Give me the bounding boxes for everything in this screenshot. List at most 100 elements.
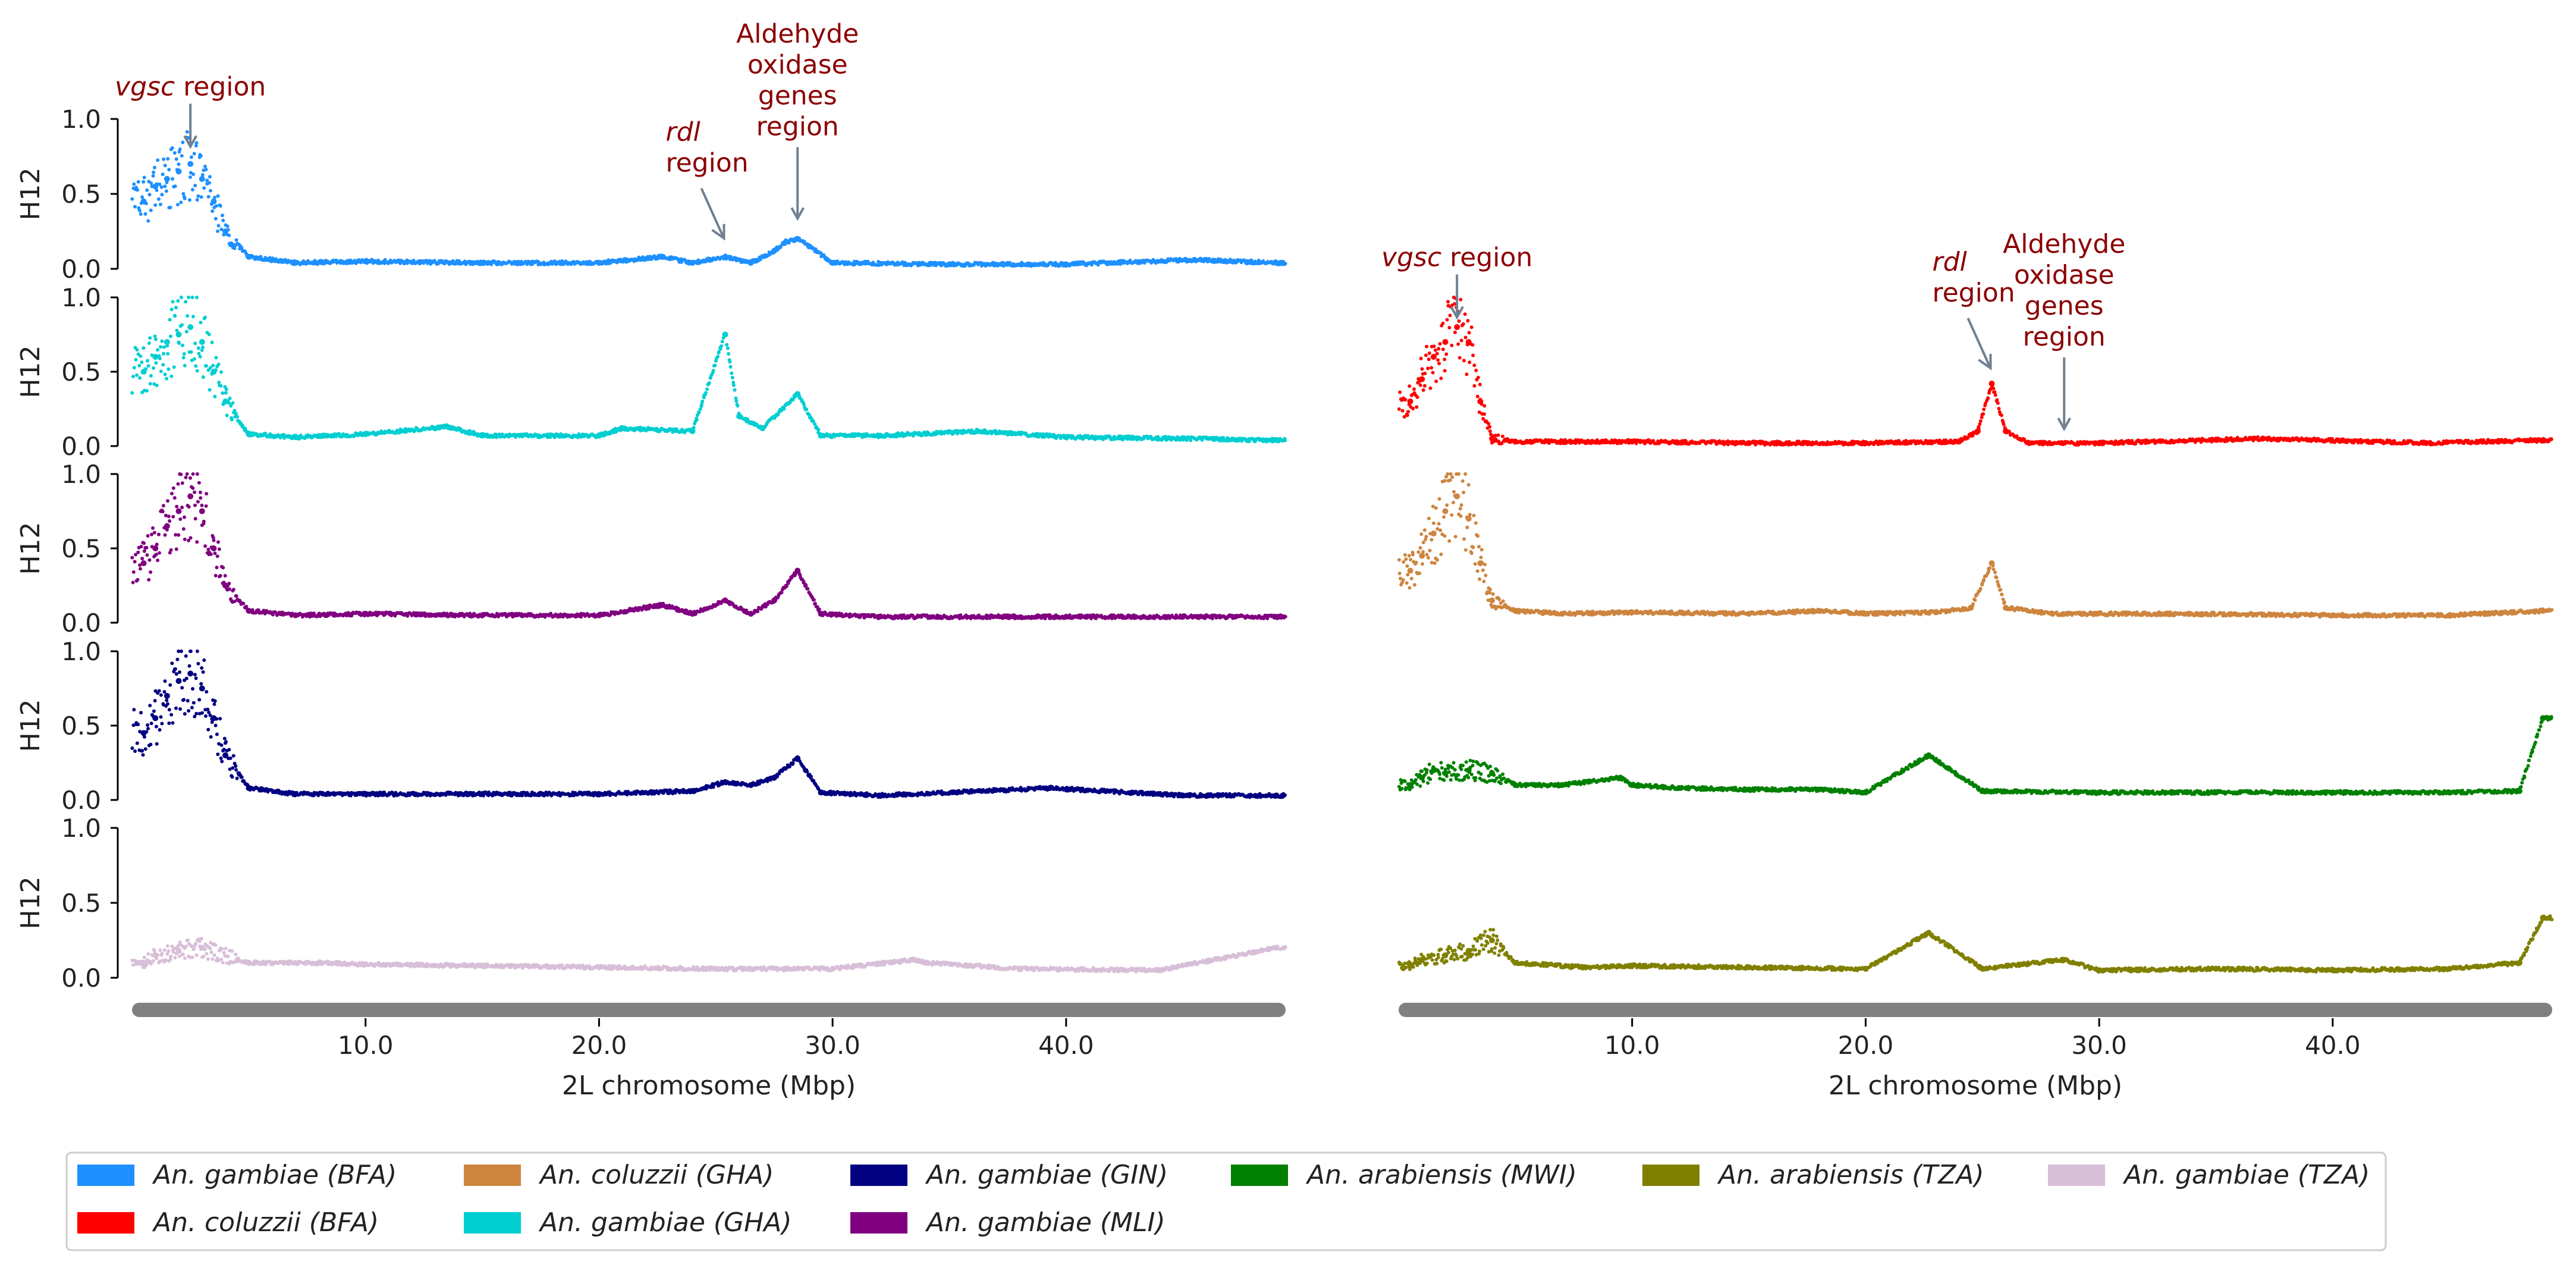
trace-point <box>195 649 199 653</box>
trace-point <box>222 736 227 740</box>
trace-point <box>195 540 199 544</box>
trace-point <box>166 157 170 161</box>
trace-point <box>707 381 711 385</box>
trace-point <box>209 735 213 739</box>
trace-point <box>215 554 219 558</box>
trace-point <box>199 496 203 500</box>
trace-point <box>132 708 136 712</box>
trace-point <box>142 549 146 553</box>
trace-point <box>213 573 218 578</box>
trace-point <box>170 661 174 666</box>
trace-point <box>234 768 238 772</box>
trace-point <box>152 366 155 370</box>
trace-point <box>228 396 232 400</box>
trace-point <box>177 162 181 167</box>
trace-point <box>134 357 138 362</box>
trace-point <box>816 428 821 432</box>
trace-point <box>184 300 188 304</box>
trace-point <box>213 699 217 703</box>
trace-point <box>181 356 186 360</box>
trace-point <box>152 709 156 713</box>
trace-point <box>698 407 702 411</box>
data-point <box>175 678 182 684</box>
trace-point <box>158 551 161 555</box>
trace-point <box>692 426 696 429</box>
trace-point <box>153 165 156 170</box>
trace-point <box>166 499 169 503</box>
trace-point <box>227 748 231 752</box>
trace-point <box>221 566 225 570</box>
trace-point <box>168 318 172 322</box>
trace-point <box>138 376 142 380</box>
trace-point <box>230 775 234 779</box>
trace-point <box>206 547 211 551</box>
trace-point <box>223 574 227 578</box>
trace-point <box>217 547 221 551</box>
trace-point <box>725 346 730 350</box>
trace-point <box>148 704 152 708</box>
trace-point <box>221 218 225 222</box>
trace-point <box>159 369 163 374</box>
trace-point <box>140 557 144 561</box>
trace-point <box>200 173 205 177</box>
trace-point <box>227 587 231 591</box>
trace-point <box>213 216 218 221</box>
trace-point <box>154 361 158 365</box>
trace-point <box>196 661 200 666</box>
trace-point <box>167 168 171 172</box>
trace-point <box>156 348 160 352</box>
trace-point <box>190 296 194 299</box>
trace-point <box>1189 438 1193 443</box>
trace-point <box>178 147 182 151</box>
trace-point <box>149 181 153 186</box>
trace-point <box>734 399 739 403</box>
trace-point <box>158 356 162 360</box>
trace-point <box>195 369 199 373</box>
trace-point <box>169 548 173 552</box>
trace-point <box>213 723 218 727</box>
trace-point <box>213 551 217 556</box>
trace-point <box>168 683 172 687</box>
trace-point <box>137 209 142 213</box>
trace-point <box>225 224 230 228</box>
trace-point <box>172 365 176 369</box>
trace-point <box>213 196 217 199</box>
trace-point <box>187 709 191 713</box>
trace-point <box>159 185 164 189</box>
trace-point <box>187 664 191 668</box>
trace-point <box>383 258 387 262</box>
data-point <box>175 508 182 514</box>
trace-point <box>142 346 146 350</box>
series-an-gambiae-gha- <box>130 296 1287 444</box>
trace-point <box>155 182 159 186</box>
trace-point <box>157 532 161 536</box>
trace-point <box>195 472 199 476</box>
trace-point <box>175 168 179 172</box>
trace-point <box>700 399 705 403</box>
data-point <box>199 339 205 345</box>
trace-point <box>183 537 187 541</box>
trace-point <box>200 503 204 507</box>
trace-point <box>201 375 205 379</box>
trace-point <box>206 194 211 199</box>
trace-point <box>202 186 206 190</box>
trace-point <box>149 208 153 212</box>
data-point <box>164 693 170 699</box>
trace-point <box>733 388 737 392</box>
trace-point <box>173 314 177 318</box>
trace-point <box>160 339 164 343</box>
trace-point <box>177 533 181 537</box>
trace-point <box>141 753 145 757</box>
trace-point <box>197 698 202 702</box>
trace-point <box>154 724 158 729</box>
trace-point <box>213 368 218 372</box>
trace-point <box>172 496 177 500</box>
trace-point <box>192 152 196 156</box>
trace-point <box>149 374 153 378</box>
trace-point <box>144 545 149 550</box>
trace-point <box>136 578 140 582</box>
trace-point <box>200 666 204 670</box>
trace-point <box>203 164 207 168</box>
data-point <box>175 331 182 338</box>
